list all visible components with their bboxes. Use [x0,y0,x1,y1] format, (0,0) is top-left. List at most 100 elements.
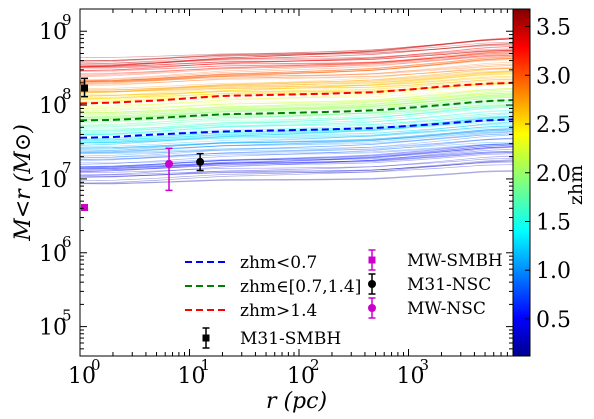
model-curve [80,43,513,61]
model-curve [80,57,513,85]
model-curve [80,116,513,140]
model-curve [80,128,513,150]
marker-square [81,204,89,212]
series-line-0 [80,118,513,139]
colorbar-tick-label: 1.5 [536,210,571,235]
model-curve [80,128,513,149]
model-curve [80,67,513,85]
legend-point-label: M31-NSC [407,275,491,295]
series-line-2 [80,81,513,105]
model-curve [80,38,513,65]
legend-point-0: M31-SMBH [202,327,341,349]
model-curve [80,96,513,124]
model-curve [80,159,513,182]
model-curve [80,38,513,67]
model-curve [80,49,513,65]
model-curve [80,95,513,117]
model-curve [80,128,513,154]
model-curve [80,71,513,93]
model-curve [80,93,513,120]
model-curve [80,98,513,129]
model-curve [80,93,513,114]
model-curve [80,73,513,99]
model-curve [80,131,513,159]
model-curve [80,90,513,114]
model-curve [80,113,513,142]
model-curve [80,67,513,94]
model-curve [80,121,513,135]
model-curve [80,118,513,144]
model-curve [80,90,513,121]
point-MW-SMBH [81,204,89,212]
model-curve [80,152,513,170]
model-curve [80,70,513,90]
model-curve [80,54,513,71]
legend-marker [368,256,376,264]
model-curve [80,46,513,72]
model-curve [80,83,513,102]
model-curve [80,142,513,168]
model-curve [80,70,513,100]
model-curve [80,116,513,130]
model-curve [80,143,513,169]
model-curve [80,49,513,67]
model-curve [80,116,513,146]
model-curve [80,50,513,67]
x-tick-exponent: 3 [420,356,430,374]
model-curve [80,115,513,131]
model-curve [80,48,513,64]
model-curve [80,89,513,111]
legend-marker [368,304,376,312]
model-curve [80,129,513,150]
model-curve [80,94,513,120]
model-curve [80,96,513,116]
model-curve [80,55,513,74]
model-curve [80,99,513,127]
model-curve [80,131,513,153]
model-curve [80,101,513,126]
model-curve [80,123,513,141]
model-curve [80,50,513,77]
model-curve [80,80,513,96]
y-tick-label: 10 [39,94,67,119]
x-tick-label: 10 [68,364,96,389]
model-curve [80,122,513,144]
x-tick-exponent: 2 [310,356,320,374]
model-curve [80,83,513,96]
marker-square [81,84,89,92]
legend-point-1: MW-SMBH [368,249,503,271]
model-curve [80,68,513,97]
marker-circle [196,157,205,166]
model-curve [80,170,513,185]
x-tick-exponent: 0 [91,356,101,374]
model-curve [80,133,513,157]
model-curve [80,44,513,58]
series-lines [80,81,513,139]
y-axis-label: M<r (M⊙) [11,124,36,242]
y-tick-exponent: 6 [62,233,72,251]
colorbar-tick-label: 1.0 [536,259,571,284]
model-curve [80,95,513,115]
model-curve [80,137,513,165]
model-curve [80,38,513,63]
x-axis-label: r (pc) [266,389,327,414]
y-tick-label: 10 [39,316,67,341]
model-curve [80,105,513,119]
model-curve [80,65,513,81]
model-curve [80,41,513,62]
legend-marker [368,280,376,288]
model-curve [80,79,513,93]
model-curve [80,134,513,162]
colorbar-tick-label: 3.5 [536,16,571,41]
model-curve [80,78,513,101]
model-curve [80,160,513,178]
legend-label-1: zhm∈[0.7,1.4] [240,277,361,297]
x-tick-label: 10 [287,364,315,389]
legend-point-2: M31-NSC [368,273,491,295]
model-curve [80,54,513,68]
legend-point-3: MW-NSC [368,297,486,319]
model-curve [80,51,513,75]
model-curve [80,146,513,171]
legend-point-label: MW-SMBH [407,251,503,271]
model-curve [80,43,513,66]
